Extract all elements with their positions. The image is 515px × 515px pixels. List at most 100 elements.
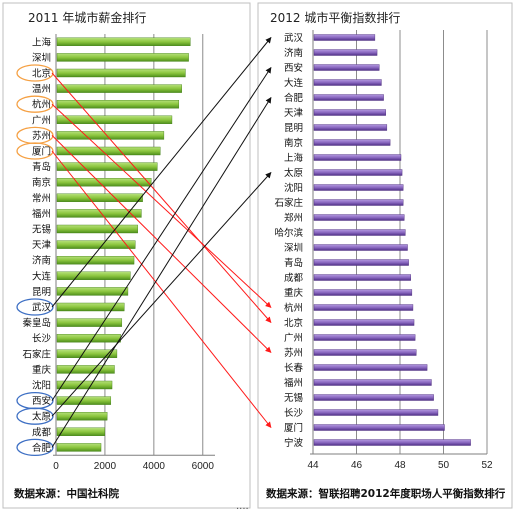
right-category-label: 宁波	[284, 437, 304, 449]
right-category-label: 哈尔滨	[274, 227, 303, 239]
left-bar	[56, 68, 186, 78]
left-highlight-circles	[16, 64, 54, 457]
left-bar	[56, 209, 142, 218]
right-category-label: 厦门	[284, 422, 303, 434]
right-bar	[313, 184, 404, 191]
rank-arrow	[51, 37, 272, 308]
left-category-label: 无锡	[32, 224, 51, 236]
left-bar	[56, 318, 123, 327]
right-bar	[313, 304, 414, 311]
left-chart-title: 2011 年城市薪金排行	[28, 10, 146, 25]
left-bar	[56, 162, 158, 171]
left-category-label: 重庆	[32, 364, 52, 376]
left-source-note: 数据来源：中国社科院	[13, 487, 119, 500]
right-bar	[313, 64, 380, 71]
left-bar	[56, 53, 189, 62]
left-bar	[56, 349, 118, 358]
left-bar	[56, 177, 152, 187]
left-bar	[56, 412, 108, 421]
left-category-label: 北京	[32, 68, 51, 80]
highlight-circle-blue	[16, 407, 54, 425]
left-bars	[56, 37, 191, 452]
right-source-note: 数据来源：智联招聘2012年度职场人平衡指数排行	[265, 487, 506, 500]
left-bar	[56, 443, 102, 452]
right-category-label: 广州	[284, 332, 303, 344]
rank-arrow	[51, 135, 272, 353]
left-category-label: 武汉	[32, 302, 52, 314]
right-x-tick: 50	[438, 460, 450, 471]
left-category-label: 苏州	[32, 130, 51, 142]
left-category-label: 成都	[32, 426, 52, 438]
rank-arrow	[51, 172, 272, 417]
left-category-label: 西安	[32, 395, 51, 407]
right-bar	[313, 349, 417, 356]
right-bars	[313, 34, 471, 446]
right-category-label: 无锡	[284, 392, 303, 404]
right-x-tick: 48	[394, 460, 406, 471]
left-x-tick: 0	[53, 461, 59, 472]
left-bar	[56, 287, 129, 296]
rank-arrow	[51, 150, 272, 428]
left-category-label: 温州	[32, 84, 51, 95]
right-category-label: 重庆	[284, 287, 304, 299]
right-bar	[313, 124, 388, 131]
right-x-tick-labels: 44 46 48 50 52	[307, 460, 493, 471]
left-bar	[56, 224, 138, 234]
right-bar	[313, 169, 403, 176]
footer-dots: ....	[236, 501, 249, 512]
right-category-label: 北京	[284, 317, 303, 329]
right-category-label: 深圳	[284, 243, 303, 254]
right-category-label: 青岛	[284, 257, 303, 269]
left-chart-panel: 2011 年城市薪金排行 上海深圳北京温州杭州广州苏州厦门青岛南京常州福州无锡天…	[2, 2, 251, 509]
right-bar	[313, 154, 402, 161]
right-category-label: 杭州	[284, 302, 303, 314]
left-category-label: 秦皇岛	[22, 317, 51, 329]
left-bar	[56, 146, 161, 156]
left-category-label: 合肥	[32, 442, 52, 454]
left-category-label: 南京	[32, 177, 51, 189]
highlight-circle-orange	[16, 142, 54, 160]
left-bar	[56, 115, 173, 125]
right-category-label: 郑州	[284, 212, 303, 224]
left-x-tick: 2000	[94, 461, 117, 472]
highlight-circle-orange	[16, 64, 54, 82]
left-bar	[56, 302, 125, 312]
left-category-labels: 上海深圳北京温州杭州广州苏州厦门青岛南京常州福州无锡天津济南大连昆明武汉秦皇岛长…	[22, 36, 51, 454]
right-bar	[313, 379, 432, 386]
left-category-label: 常州	[32, 192, 51, 204]
left-category-label: 昆明	[32, 287, 51, 298]
right-category-label: 南京	[284, 137, 303, 149]
left-bar	[56, 365, 115, 374]
right-bar	[313, 199, 404, 206]
left-category-label: 杭州	[32, 99, 51, 111]
left-category-label: 福州	[32, 208, 51, 220]
rank-comparison-arrows	[51, 37, 272, 448]
right-bar	[313, 439, 471, 446]
right-bar	[313, 34, 376, 41]
left-bar	[56, 380, 113, 390]
left-bar	[56, 271, 131, 280]
right-category-label: 昆明	[284, 123, 303, 134]
right-category-label: 苏州	[284, 347, 303, 359]
left-bar	[56, 99, 180, 109]
right-bar	[313, 79, 382, 86]
left-category-label: 沈阳	[32, 380, 51, 392]
right-category-label: 天津	[284, 108, 304, 119]
right-bar	[313, 139, 391, 146]
right-bar	[313, 229, 406, 236]
right-category-label: 上海	[284, 152, 304, 164]
left-category-label: 广州	[32, 114, 51, 126]
left-bar	[56, 240, 136, 249]
left-x-tick: 4000	[143, 461, 166, 472]
right-panel-frame	[257, 2, 513, 509]
right-bar	[313, 319, 415, 326]
left-bar	[56, 256, 135, 265]
right-bar	[313, 49, 378, 56]
left-bar	[56, 334, 121, 343]
left-x-tick: 6000	[192, 461, 215, 472]
right-chart-panel: 2012 城市平衡指数排行 武汉济南西安大连合肥天津昆明南京上海太原沈阳石家庄郑…	[257, 2, 513, 509]
rank-arrow	[51, 96, 272, 448]
left-category-label: 上海	[32, 36, 52, 48]
left-bar	[56, 427, 105, 436]
